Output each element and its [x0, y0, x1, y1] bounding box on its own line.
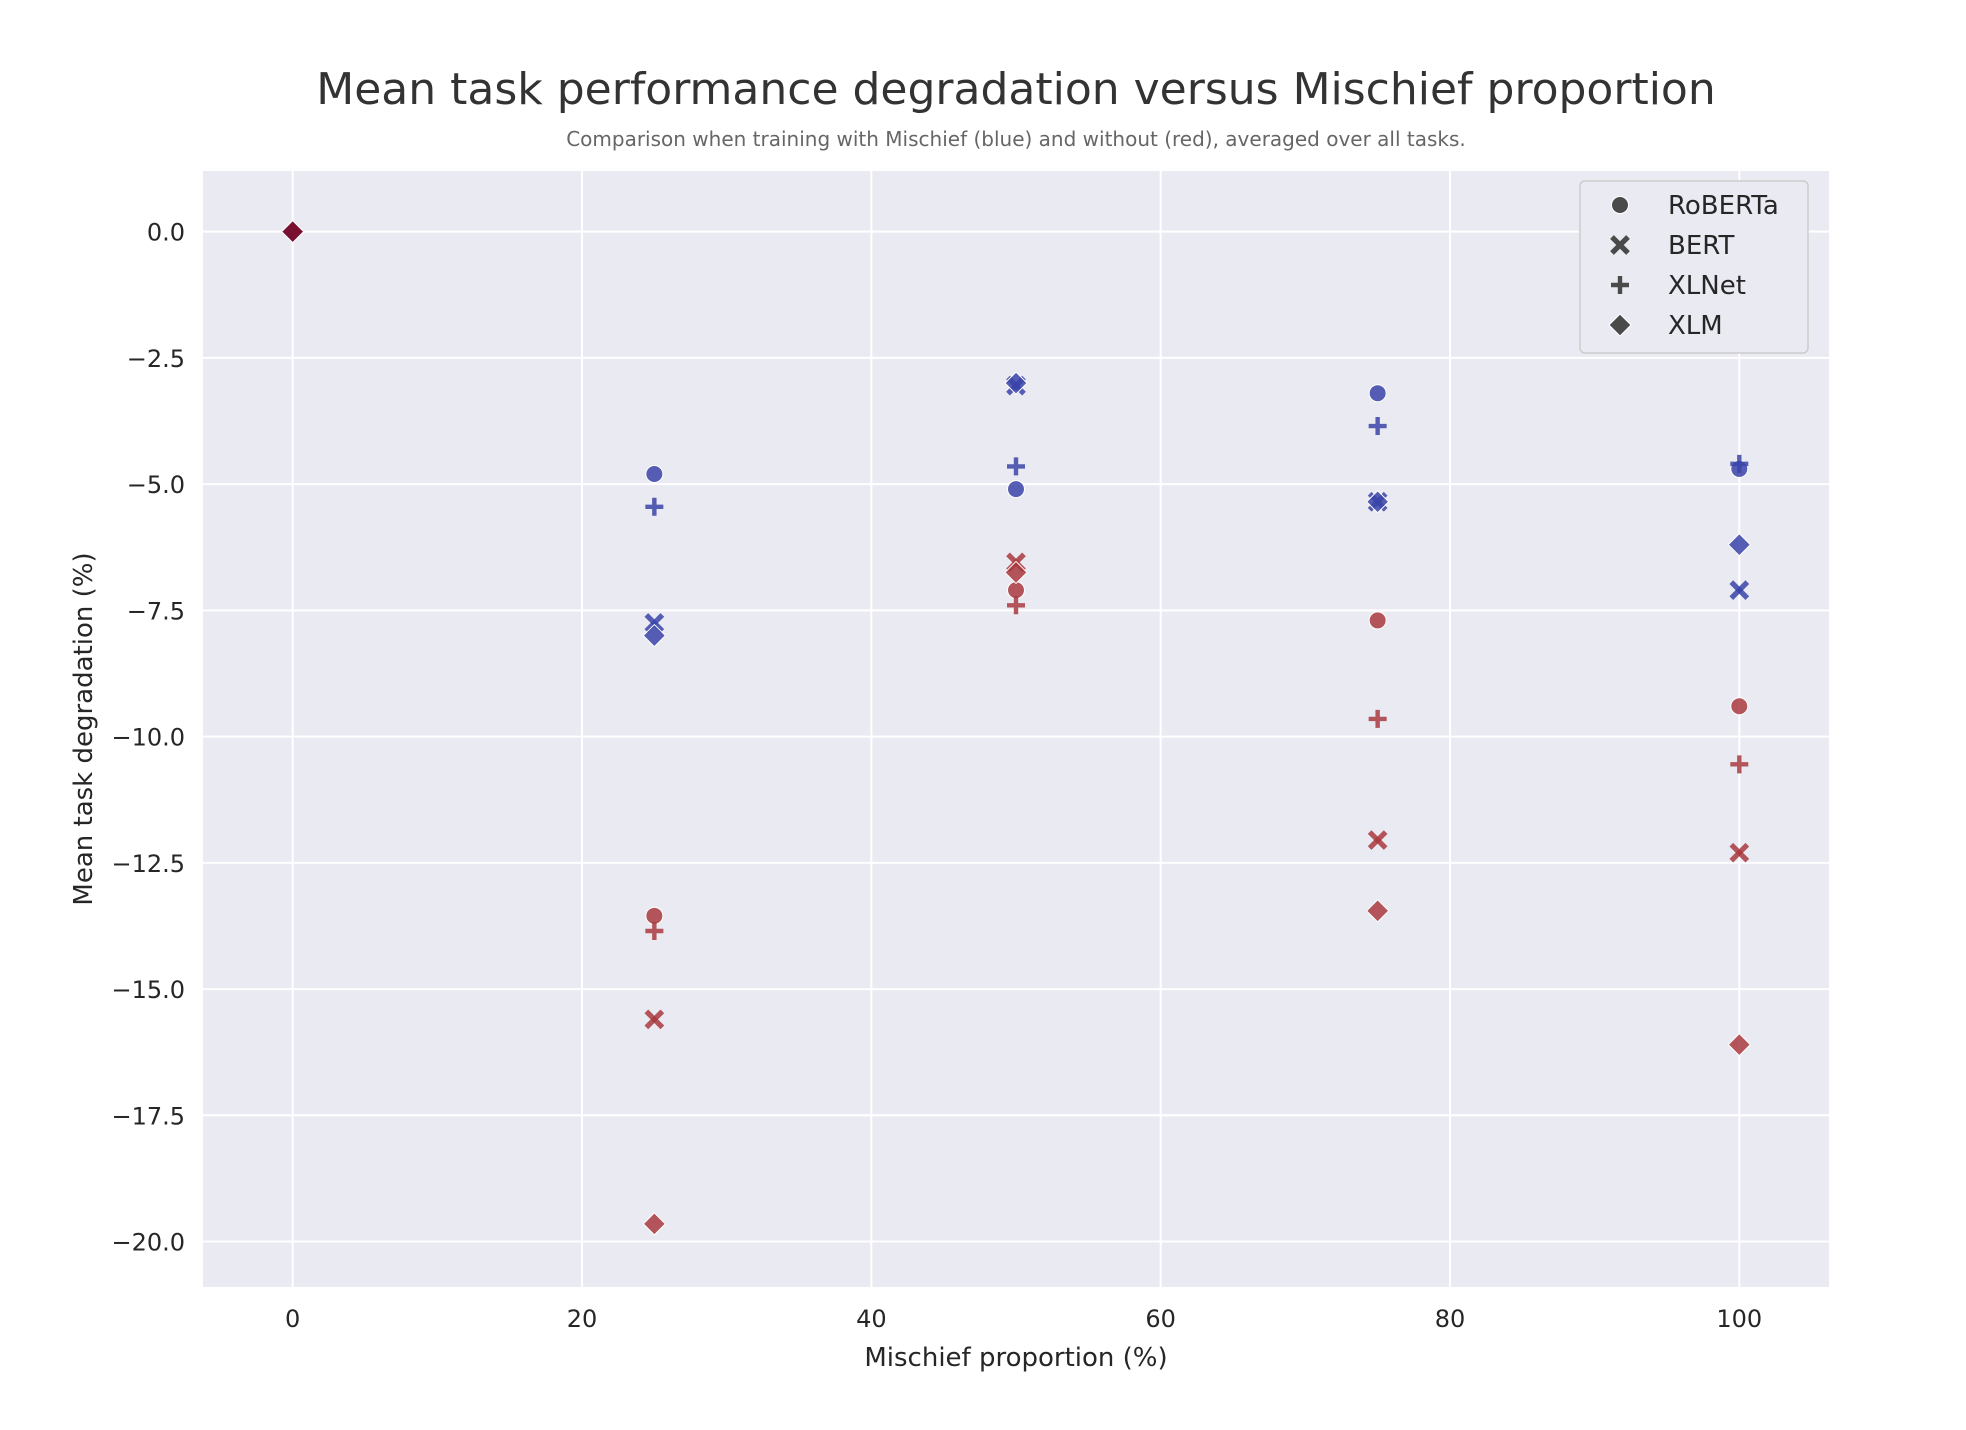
x-tick-label: 20	[567, 1305, 598, 1333]
point-bert-with-mischief	[644, 613, 665, 633]
point-xlnet-with-mischief	[1730, 454, 1749, 473]
point-roberta-without-mischief	[1368, 611, 1387, 630]
x-tick-label: 40	[856, 1305, 887, 1333]
point-bert-without-mischief	[644, 1009, 665, 1030]
x-axis-label: Mischief proportion (%)	[864, 1343, 1167, 1373]
point-bert-without-mischief	[1367, 830, 1388, 850]
point-xlm-with-mischief	[1365, 490, 1390, 514]
point-xlm-without-mischief	[642, 1212, 667, 1236]
y-tick-label: −20.0	[111, 1229, 185, 1257]
legend-marker-roberta	[1611, 196, 1629, 214]
y-tick-label: −7.5	[127, 597, 185, 625]
y-tick-label: −15.0	[111, 976, 185, 1004]
legend-marker-xlnet	[1611, 276, 1629, 294]
y-tick-label: 0.0	[147, 219, 185, 247]
legend-label-xlnet: XLNet	[1668, 271, 1746, 301]
point-xlnet-without-mischief	[1368, 709, 1387, 728]
x-tick-label: 0	[285, 1305, 300, 1333]
legend-marker-bert	[1610, 235, 1630, 255]
point-xlm-without-mischief	[1727, 1032, 1752, 1057]
y-tick-label: −2.5	[127, 345, 185, 373]
point-bert-without-mischief	[1729, 842, 1750, 863]
point-bert-with-mischief	[1729, 580, 1750, 600]
point-xlm-with-mischief	[1004, 371, 1028, 395]
point-xlnet-without-mischief	[1730, 755, 1749, 774]
point-xlm-with-mischief	[1727, 532, 1752, 557]
point-xlm-without-mischief	[1004, 560, 1028, 585]
legend-label-xlm: XLM	[1668, 311, 1723, 341]
point-xlm-with-mischief	[642, 623, 667, 648]
point-xlnet-without-mischief	[1007, 596, 1025, 615]
point-roberta-with-mischief	[1368, 384, 1387, 403]
x-tick-label: 100	[1716, 1305, 1762, 1333]
x-tick-label: 80	[1435, 1305, 1466, 1333]
point-roberta-without-mischief	[1730, 697, 1749, 716]
point-roberta-without-mischief	[645, 906, 664, 925]
point-roberta-with-mischief	[1007, 480, 1025, 499]
chart-subtitle: Comparison when training with Mischief (…	[566, 127, 1466, 151]
point-xlm-without-mischief	[1365, 899, 1390, 923]
point-xlnet-with-mischief	[1368, 417, 1387, 436]
data-points	[280, 219, 1752, 1236]
point-xlnet-without-mischief	[645, 921, 664, 940]
point-xlnet-with-mischief	[1007, 457, 1025, 476]
point-roberta-with-mischief	[645, 464, 664, 483]
point-xlm-overlap	[280, 219, 305, 244]
legend-marker-xlm	[1608, 313, 1632, 337]
y-tick-label: −10.0	[111, 724, 185, 752]
y-tick-label: −12.5	[111, 850, 185, 878]
axis-ticks: 0 20 40 60 80 100 0.0 −2.5 −5.0 −7.5 −10.0 −12.5 −15…	[111, 219, 1762, 1333]
point-roberta-without-mischief	[1007, 581, 1025, 600]
legend-label-roberta: RoBERTa	[1668, 191, 1779, 221]
y-tick-label: −17.5	[111, 1102, 185, 1130]
chart-title: Mean task performance degradation versus…	[316, 64, 1715, 115]
point-xlnet-with-mischief	[645, 497, 664, 516]
y-axis-label: Mean task degradation (%)	[69, 552, 99, 905]
legend: RoBERTa BERT XLNet XLM	[1579, 180, 1809, 354]
y-tick-label: −5.0	[127, 471, 185, 499]
x-tick-label: 60	[1145, 1305, 1176, 1333]
legend-box	[1579, 180, 1809, 354]
legend-label-bert: BERT	[1668, 231, 1734, 261]
